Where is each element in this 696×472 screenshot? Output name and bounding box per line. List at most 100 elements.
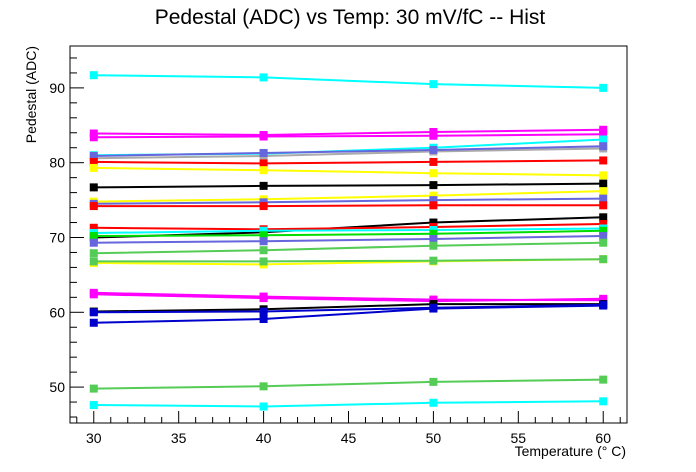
y-tick-label: 50 [49, 379, 65, 395]
series-point [429, 398, 438, 407]
series-point [429, 157, 438, 166]
series-point [259, 402, 268, 411]
series-line [93, 241, 604, 255]
x-axis: 30 35 40 45 50 55 60 [76, 411, 621, 446]
y-tick-label: 80 [49, 155, 65, 171]
series-point [89, 249, 98, 258]
series-point [599, 301, 608, 310]
series-point [599, 142, 608, 151]
chart-title: Pedestal (ADC) vs Temp: 30 mV/fC -- Hist [155, 6, 546, 29]
series-point [89, 202, 98, 211]
series-point [259, 237, 268, 246]
x-axis-label: Temperature (° C) [515, 443, 626, 459]
series-point [599, 187, 608, 196]
series-line [93, 235, 604, 244]
series-point [429, 229, 438, 238]
series-line [93, 197, 604, 205]
y-tick-label: 60 [49, 304, 65, 320]
series-point [429, 304, 438, 313]
series-point [599, 226, 608, 235]
x-tick-label: 30 [86, 430, 102, 446]
series-point [599, 238, 608, 247]
y-tick-label: 90 [49, 80, 65, 96]
series-point [599, 397, 608, 406]
series-point [599, 201, 608, 210]
y-tick-label: 70 [49, 229, 65, 245]
series-point [89, 257, 98, 266]
series-point [599, 294, 608, 303]
series-point [89, 133, 98, 142]
series-line [93, 145, 604, 157]
series-line [93, 147, 604, 160]
series-point [89, 290, 98, 299]
series-point [89, 384, 98, 393]
series-point [599, 130, 608, 139]
series-line [93, 166, 604, 177]
series-point [259, 181, 268, 190]
series-point [89, 163, 98, 172]
x-tick-label: 55 [511, 430, 527, 446]
series-point [599, 375, 608, 384]
series-point [429, 234, 438, 243]
series-point [259, 257, 268, 266]
series-line [93, 133, 604, 139]
series-point [259, 159, 268, 168]
series-group [89, 71, 608, 411]
series-point [89, 318, 98, 327]
series-point [259, 166, 268, 175]
series-point [89, 308, 98, 317]
series-point [429, 201, 438, 210]
series-line [93, 378, 604, 390]
series-point [89, 231, 98, 240]
series-line [93, 304, 604, 324]
series-point [259, 315, 268, 324]
series-line [93, 159, 604, 165]
series-point [429, 256, 438, 265]
series-line [93, 223, 604, 231]
series-point [599, 255, 608, 264]
series-point [259, 226, 268, 235]
series-point [599, 156, 608, 165]
series-line [93, 74, 604, 89]
series-line [93, 258, 604, 263]
series-point [259, 294, 268, 303]
series-point [429, 145, 438, 154]
series-point [429, 196, 438, 205]
series-point [599, 231, 608, 240]
series-point [259, 132, 268, 141]
series-point [599, 213, 608, 222]
series-point [259, 73, 268, 82]
series-point [429, 377, 438, 386]
series-point [429, 241, 438, 250]
series-line [93, 293, 604, 303]
series-point [89, 238, 98, 247]
series-point [89, 151, 98, 160]
series-point [89, 183, 98, 192]
series-point [259, 231, 268, 240]
series-point [429, 218, 438, 227]
series-line [93, 182, 604, 189]
series-point [429, 169, 438, 178]
y-axis-label: Pedestal (ADC) [23, 46, 39, 143]
series-point [259, 202, 268, 211]
series-point [599, 171, 608, 180]
series-point [599, 135, 608, 144]
series-point [599, 220, 608, 229]
series-point [429, 191, 438, 200]
series-point [429, 80, 438, 89]
series-point [89, 157, 98, 166]
series-point [599, 83, 608, 92]
series-point [599, 125, 608, 134]
series-point [259, 307, 268, 316]
series-line [93, 303, 604, 313]
series-line [93, 204, 604, 208]
series-point [599, 194, 608, 203]
series-point [429, 181, 438, 190]
series-line [93, 227, 604, 234]
y-axis: 50 60 70 80 90 [49, 57, 84, 418]
series-point [89, 223, 98, 232]
series-point [599, 179, 608, 188]
plot-area: 30 35 40 45 50 55 60 50 60 70 80 90 [49, 45, 628, 446]
series-line [93, 128, 604, 137]
